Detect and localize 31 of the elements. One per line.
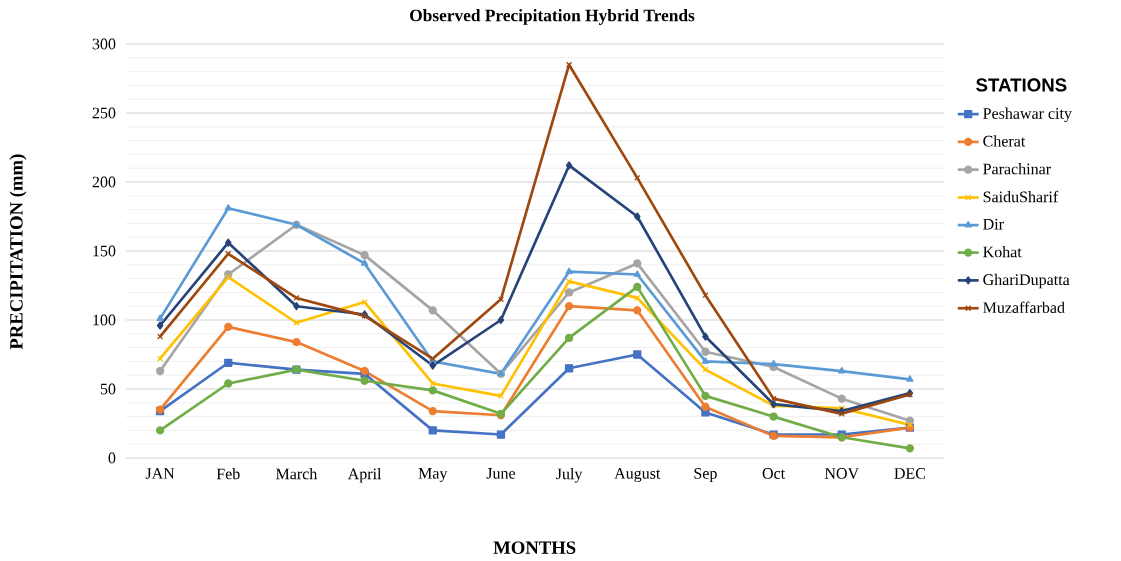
x-tick-label: NOV — [824, 468, 859, 479]
x-tick-label: JAN — [145, 468, 175, 479]
y-tick-label: 300 — [92, 38, 116, 50]
legend-label: Peshawar city — [983, 107, 1072, 123]
y-tick-label: 200 — [92, 176, 116, 188]
legend-label: Parachinar — [983, 163, 1051, 175]
x-axis-title: MONTHS — [493, 541, 576, 554]
x-tick-label: June — [486, 468, 516, 479]
x-tick-label: March — [276, 468, 318, 480]
legend-label: Muzaffarbad — [983, 301, 1065, 314]
x-tick-label: July — [556, 468, 583, 483]
y-tick-label: 0 — [108, 452, 116, 464]
legend-label: SaiduSharif — [983, 190, 1059, 203]
x-tick-label: DEC — [894, 468, 926, 479]
x-tick-label: April — [347, 468, 382, 483]
legend-title: STATIONS — [976, 78, 1067, 92]
legend-label: GhariDupatta — [983, 273, 1070, 289]
x-tick-label: Sep — [694, 468, 717, 483]
legend-label: Kohat — [983, 246, 1022, 258]
legend-label: Dir — [983, 218, 1004, 230]
chart-title: Observed Precipitation Hybrid Trends — [410, 9, 695, 25]
y-axis-title: PRECIPITATION (mm) — [9, 154, 27, 350]
legend-label: Cherat — [983, 135, 1026, 147]
x-tick-label: August — [614, 468, 661, 483]
y-tick-label: 150 — [93, 245, 116, 257]
y-tick-label: 250 — [92, 107, 116, 119]
y-tick-label: 100 — [93, 314, 116, 326]
x-tick-label: Feb — [216, 468, 240, 480]
x-tick-label: Oct — [762, 468, 786, 479]
y-tick-label: 50 — [100, 383, 116, 395]
x-tick-label: May — [418, 468, 448, 482]
